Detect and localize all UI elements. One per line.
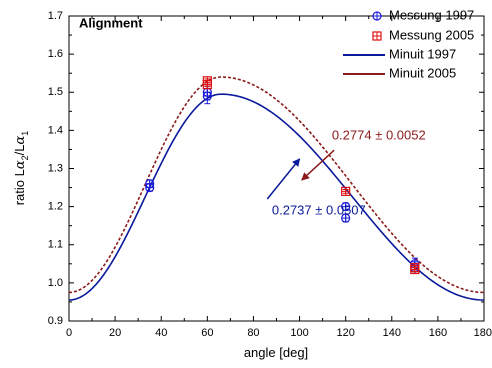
x-tick-label: 40 [155,327,167,339]
y-axis-label-sub2: 1 [20,131,30,136]
x-tick-label: 60 [201,327,213,339]
legend-marker-messung-1997 [372,11,382,21]
legend: Messung 1997 Messung 2005 Minuit 1997 Mi… [343,7,474,80]
data-points [145,76,420,275]
legend-label-messung-1997: Messung 1997 [389,7,474,22]
y-axis-label-alpha: α [13,160,28,169]
fit-curve-minuit-1997 [68,93,485,301]
x-tick-label: 80 [247,327,259,339]
y-tick-label: 1.5 [48,86,63,98]
legend-marker-messung-2005 [372,31,382,41]
plot-frame [68,15,485,322]
y-tick-label: 1.4 [48,124,63,136]
annotation-label: 0.2774 ± 0.0052 [332,128,426,143]
data-point-messung-1997 [341,202,351,212]
y-axis-label-slash: /L [12,145,27,156]
y-tick-label: 1.3 [48,162,63,174]
data-point-messung-2005 [410,264,420,275]
annotation-arrow [301,149,335,181]
data-point-messung-1997 [145,182,155,193]
y-tick-label: 1.0 [48,277,63,289]
data-point-messung-2005 [202,80,212,90]
annotation-arrow [266,158,301,200]
y-tick-label: 1.7 [48,10,63,22]
legend-label-messung-2005: Messung 2005 [389,27,474,42]
x-tick-label: 180 [474,327,492,339]
x-tick-label: 20 [109,327,121,339]
y-tick-label: 1.6 [48,48,63,60]
axis-ticks: 0 20 40 60 80 100 120 140 160 180 0.9 1.0 1.1 1.2 1.3 1… [48,10,492,339]
y-tick-label: 1.2 [48,201,63,213]
x-tick-label: 120 [336,327,354,339]
chart-title: Alignment [79,15,143,30]
y-axis-label-sub1: 2 [20,155,30,160]
legend-label-minuit-2005: Minuit 2005 [389,65,456,80]
data-point-messung-1997 [341,213,351,223]
y-tick-label: 1.1 [48,239,63,251]
annotations: 0.2774 ± 0.0052 0.2737 ± 0.0507 [266,128,426,218]
x-axis-label: angle [deg] [244,345,308,360]
x-tick-label: 160 [429,327,447,339]
y-axis-label-alpha-2: α [13,136,28,145]
x-tick-label: 0 [66,327,72,339]
x-tick-label: 100 [290,327,308,339]
data-point-messung-1997 [202,87,212,105]
x-tick-label: 140 [383,327,401,339]
fit-curve-minuit-2005 [68,76,485,294]
data-point-messung-2005 [341,186,351,196]
y-tick-label: 0.9 [48,315,63,327]
annotation-label: 0.2737 ± 0.0507 [272,203,366,218]
y-axis-label: ratio Lα2/Lα1 [12,131,30,206]
legend-label-minuit-1997: Minuit 1997 [389,46,456,61]
y-axis-label-prefix: ratio L [12,169,27,205]
